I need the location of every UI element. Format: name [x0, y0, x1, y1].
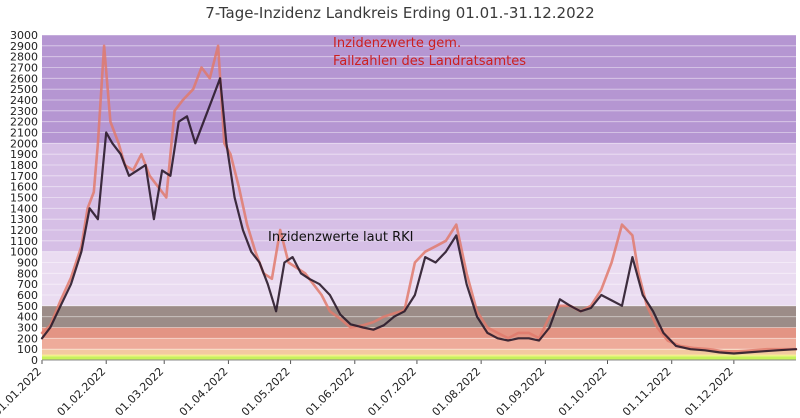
x-tick-label-4: 01.05.2022 — [239, 365, 293, 418]
y-tick-label-21: 2100 — [10, 127, 38, 140]
x-tick-label-10: 01.11.2022 — [620, 365, 674, 418]
y-tick-label-12: 1200 — [10, 224, 38, 237]
band-0 — [42, 356, 796, 360]
x-tick-label-11: 01.12.2022 — [682, 365, 736, 418]
series-line-1 — [40, 77, 798, 355]
band-1 — [42, 354, 796, 357]
y-tick-label-29: 2900 — [10, 40, 38, 53]
x-tick-label-0: 01.01.2022 — [0, 365, 44, 418]
y-tick-label-19: 1900 — [10, 148, 38, 161]
y-tick-label-13: 1300 — [10, 213, 38, 226]
band-4 — [42, 327, 796, 339]
y-tick-label-11: 1100 — [10, 235, 38, 248]
y-tick-label-2: 200 — [17, 332, 38, 345]
band-2 — [42, 349, 796, 355]
y-tick-label-23: 2300 — [10, 105, 38, 118]
y-tick-label-18: 1800 — [10, 159, 38, 172]
y-tick-label-30: 3000 — [10, 29, 38, 42]
y-tick-label-10: 1000 — [10, 246, 38, 259]
annotation-rki: Inzidenzwerte laut RKI — [268, 230, 413, 245]
x-tick-label-6: 01.07.2022 — [365, 365, 419, 418]
annotation-landratsamt-line2: Fallzahlen des Landratsamtes — [333, 54, 526, 69]
y-tick-label-8: 800 — [17, 267, 38, 280]
y-tick-label-25: 2500 — [10, 83, 38, 96]
y-tick-label-0: 0 — [31, 354, 38, 367]
y-tick-label-7: 700 — [17, 278, 38, 291]
x-tick-label-8: 01.09.2022 — [494, 365, 548, 418]
y-tick-label-5: 500 — [17, 300, 38, 313]
chart-title: 7-Tage-Inzidenz Landkreis Erding 01.01.-… — [205, 4, 595, 22]
y-tick-label-15: 1500 — [10, 192, 38, 205]
annotation-landratsamt-line1: Inzidenzwerte gem. — [333, 36, 461, 51]
y-tick-label-28: 2800 — [10, 51, 38, 64]
y-tick-label-4: 400 — [17, 311, 38, 324]
y-tick-label-16: 1600 — [10, 181, 38, 194]
y-tick-label-1: 100 — [17, 343, 38, 356]
y-tick-label-14: 1400 — [10, 202, 38, 215]
band-3 — [42, 338, 796, 350]
x-tick-label-2: 01.03.2022 — [113, 365, 167, 418]
y-tick-label-3: 300 — [17, 322, 38, 335]
y-tick-label-9: 900 — [17, 257, 38, 270]
series-line-0 — [40, 44, 798, 353]
x-tick-label-5: 01.06.2022 — [303, 365, 357, 418]
y-tick-label-22: 2200 — [10, 116, 38, 129]
x-tick-label-7: 01.08.2022 — [430, 365, 484, 418]
y-tick-label-6: 600 — [17, 289, 38, 302]
y-tick-label-17: 1700 — [10, 170, 38, 183]
x-tick-label-9: 01.10.2022 — [556, 365, 610, 418]
y-tick-label-26: 2600 — [10, 72, 38, 85]
y-tick-label-20: 2000 — [10, 137, 38, 150]
x-tick-label-1: 01.02.2022 — [55, 365, 109, 418]
x-tick-label-3: 01.04.2022 — [177, 365, 231, 418]
y-tick-label-27: 2700 — [10, 62, 38, 75]
y-tick-label-24: 2400 — [10, 94, 38, 107]
